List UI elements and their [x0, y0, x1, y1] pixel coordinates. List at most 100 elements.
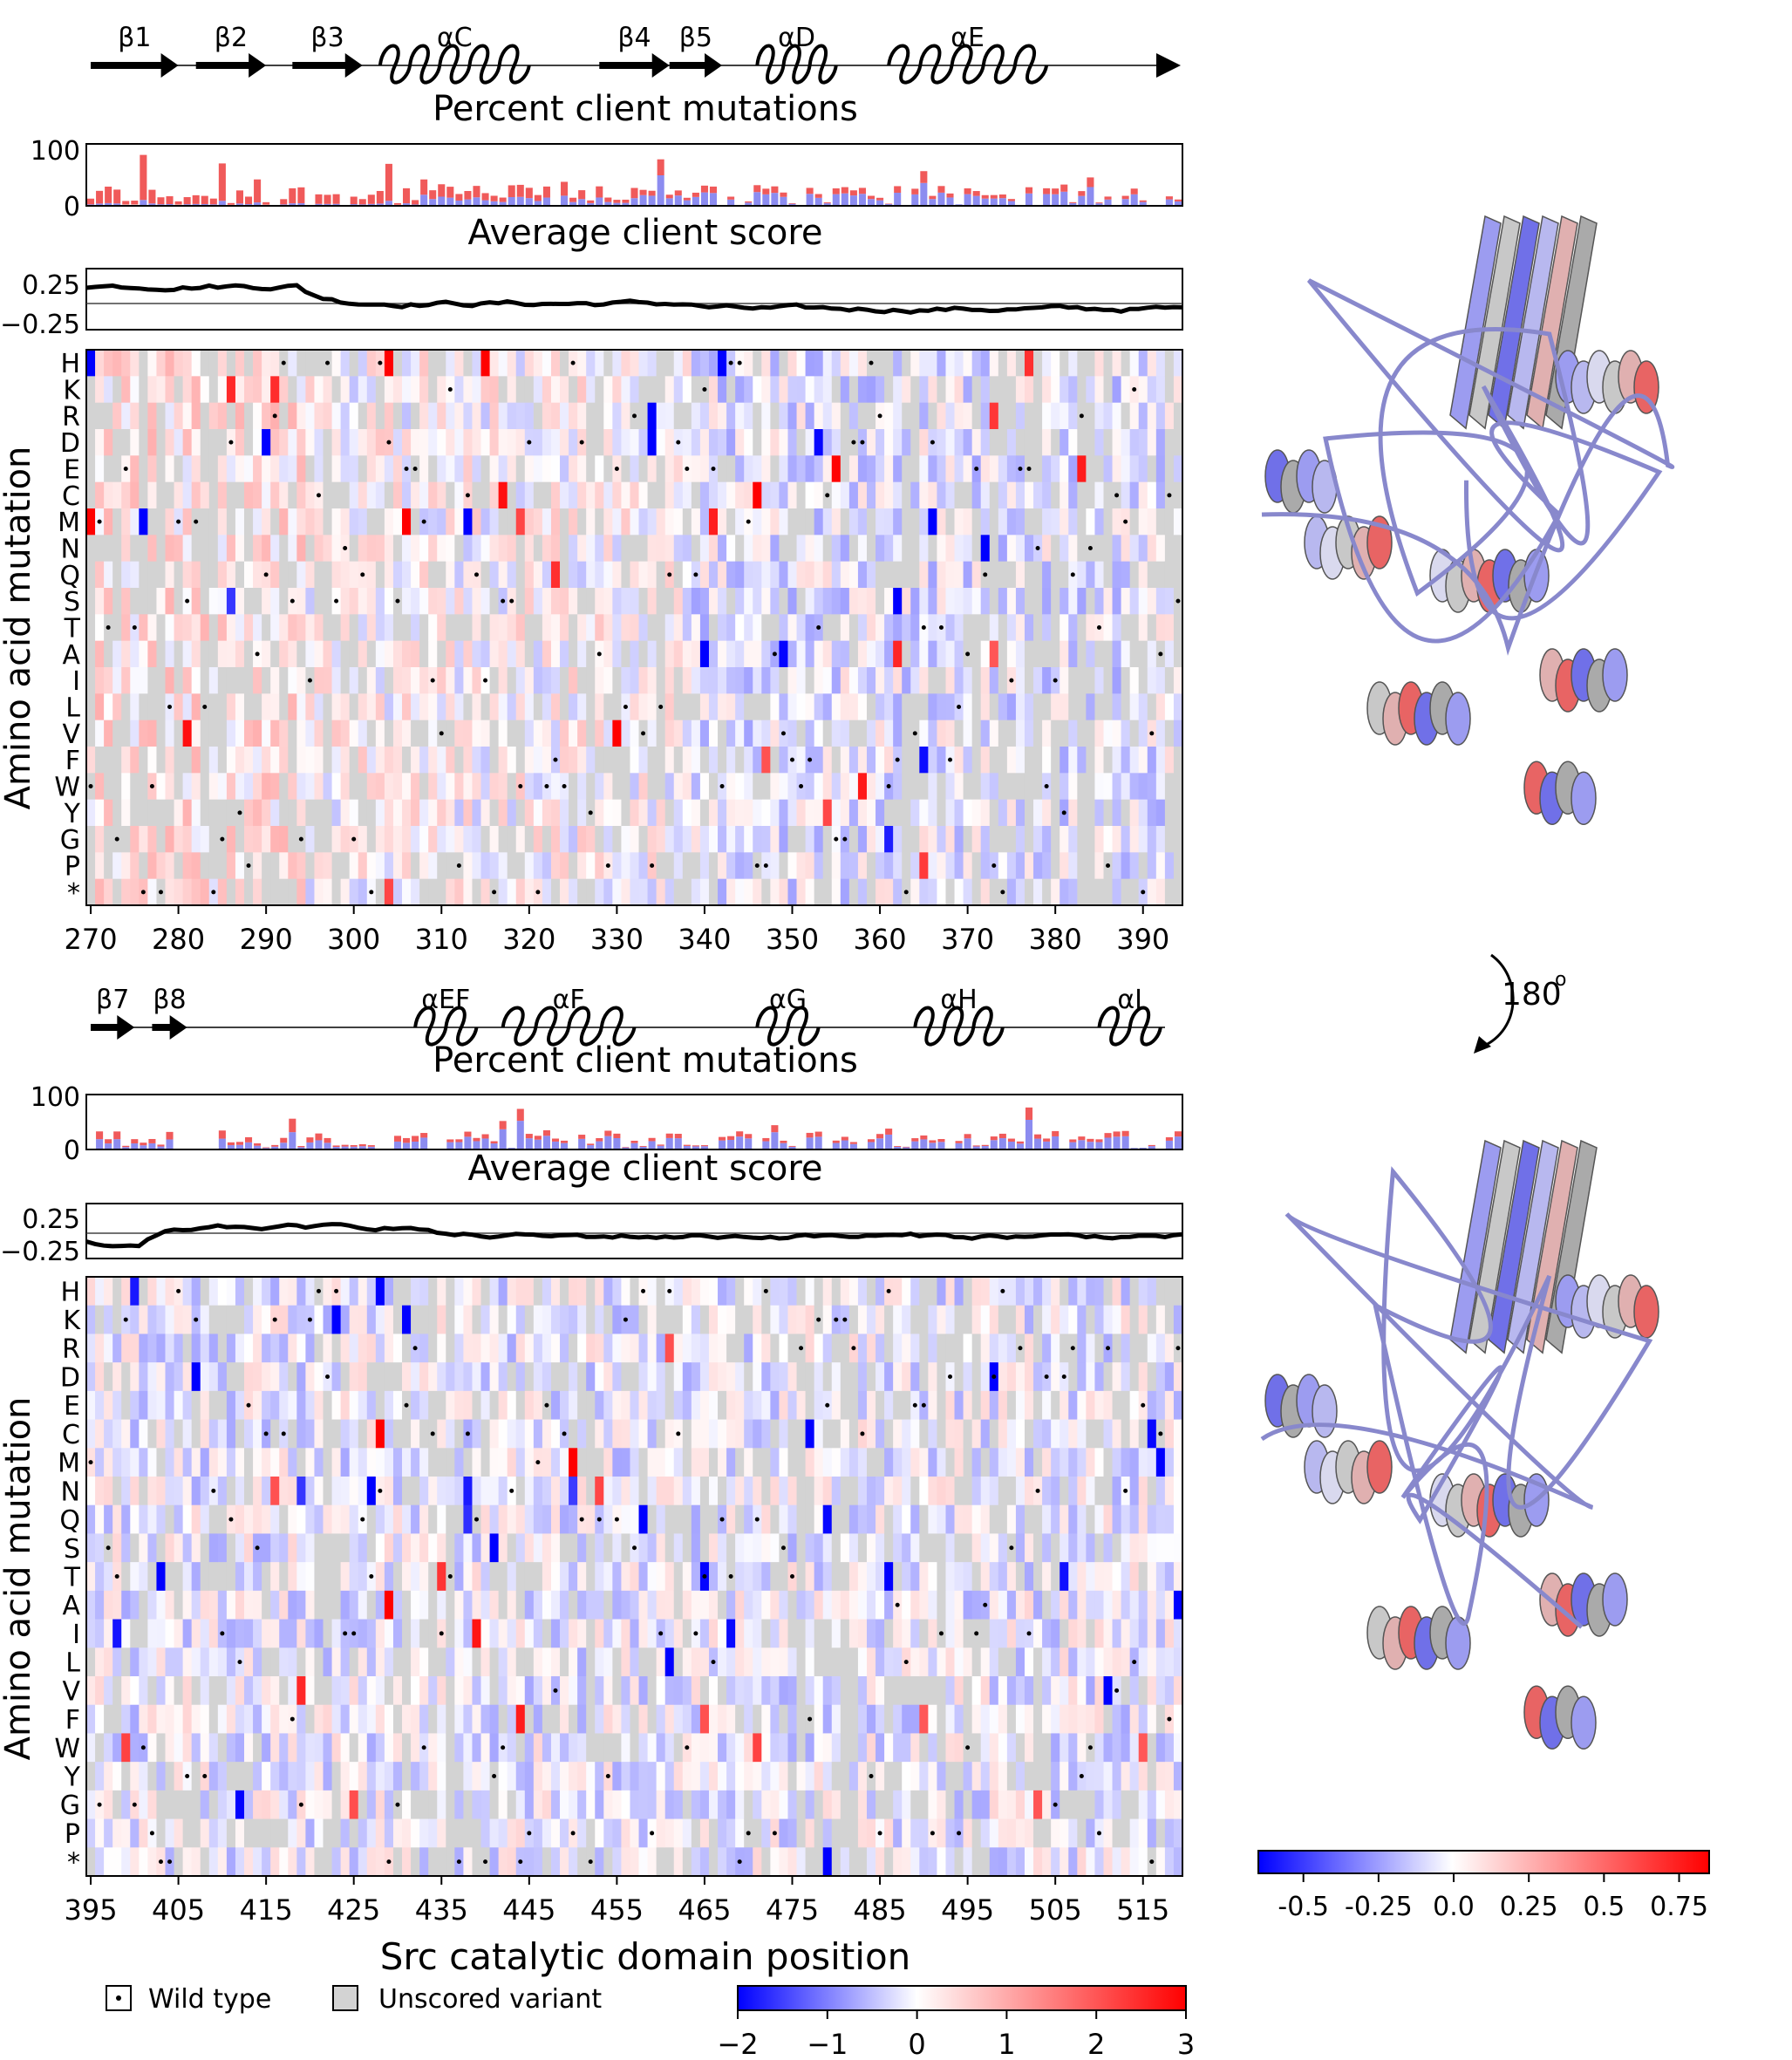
- heat-cell: [1129, 640, 1140, 668]
- heat-cell: [349, 508, 359, 535]
- heat-cell: [419, 1562, 429, 1592]
- heat-cell: [95, 376, 105, 404]
- heat-cell: [945, 402, 955, 430]
- wild-type-dot: [351, 836, 357, 842]
- bar-negative: [929, 1143, 937, 1149]
- heat-cell: [208, 535, 219, 563]
- heat-cell: [498, 773, 508, 801]
- heat-cell: [603, 1334, 613, 1363]
- heat-cell: [664, 773, 675, 801]
- heat-cell: [182, 376, 193, 404]
- wild-type-dot: [351, 1631, 357, 1636]
- heat-cell: [279, 1390, 289, 1420]
- heat-cell: [244, 1847, 254, 1877]
- heat-cell: [104, 1562, 113, 1592]
- heat-cell: [638, 1733, 648, 1763]
- heat-cell: [279, 799, 289, 827]
- heat-cell: [664, 588, 675, 615]
- heat-cell: [174, 640, 184, 668]
- heat-cell: [165, 1277, 174, 1306]
- heat-cell: [612, 481, 622, 509]
- heat-cell: [331, 720, 342, 747]
- bar-negative: [972, 195, 980, 205]
- heat-cell: [331, 1334, 342, 1363]
- heat-cell: [1173, 376, 1183, 404]
- bar-positive: [367, 1145, 375, 1147]
- heat-cell: [779, 852, 788, 880]
- heat-cell: [270, 1362, 280, 1392]
- heat-cell: [621, 350, 630, 377]
- heat-cell: [586, 693, 596, 721]
- heat-cell: [130, 799, 140, 827]
- heat-cell: [691, 588, 701, 615]
- heat-cell: [121, 1704, 131, 1734]
- heat-cell: [472, 640, 481, 668]
- heat-cell: [156, 455, 166, 483]
- heat-cell: [805, 826, 815, 853]
- heat-cell: [603, 1790, 613, 1819]
- heat-cell: [411, 799, 420, 827]
- heat-cell: [279, 376, 289, 404]
- heat-cell: [217, 1419, 228, 1449]
- heat-cell: [577, 376, 587, 404]
- heat-cell: [226, 747, 236, 774]
- heat-cell: [708, 878, 719, 906]
- heat-cell: [603, 1704, 613, 1734]
- heat-cell: [718, 1818, 727, 1848]
- heat-cell: [744, 720, 753, 747]
- heat-cell: [595, 1704, 604, 1734]
- heat-cell: [848, 640, 859, 668]
- heat-cell: [95, 1334, 105, 1363]
- bar-positive: [140, 1143, 147, 1146]
- wild-type-dot: [228, 1517, 234, 1522]
- heat-cell: [305, 1504, 315, 1534]
- wild-type-dot: [140, 1745, 146, 1750]
- heat-cell: [595, 1847, 604, 1877]
- heat-cell: [1015, 402, 1025, 430]
- heat-cell: [814, 799, 824, 827]
- heat-cell: [472, 1704, 481, 1734]
- bar-negative: [473, 1141, 480, 1149]
- heat-cell: [542, 1676, 552, 1706]
- heat-cell: [1112, 640, 1122, 668]
- heat-cell: [569, 1704, 578, 1734]
- heat-cell: [893, 878, 903, 906]
- heat-cell: [656, 1676, 666, 1706]
- heat-cell: [902, 614, 911, 642]
- heat-cell: [86, 561, 96, 589]
- strand-arrowhead-icon: [169, 1015, 187, 1040]
- heat-cell: [954, 455, 964, 483]
- heat-cell: [314, 799, 324, 827]
- heat-cell: [1155, 667, 1166, 694]
- heat-cell: [1164, 852, 1175, 880]
- bar-negative: [998, 198, 1006, 205]
- heat-cell: [498, 1676, 508, 1706]
- heat-cell: [200, 402, 210, 430]
- heat-cell: [656, 614, 666, 642]
- heat-cell: [262, 693, 271, 721]
- heat-cell: [980, 773, 991, 801]
- heat-cell: [1068, 376, 1078, 404]
- bar-negative: [727, 199, 735, 205]
- heat-cell: [366, 1647, 377, 1677]
- bar-positive: [849, 1142, 857, 1144]
- heat-cell: [621, 1590, 630, 1620]
- heat-cell: [200, 508, 210, 535]
- heat-cell: [121, 481, 131, 509]
- bar-positive: [122, 201, 130, 205]
- heat-cell: [919, 852, 929, 880]
- heat-cell: [560, 1448, 569, 1477]
- heat-cell: [866, 588, 876, 615]
- heat-cell: [472, 799, 481, 827]
- heat-cell: [288, 535, 297, 563]
- bar-negative: [131, 1143, 139, 1149]
- heat-cell: [279, 1790, 289, 1819]
- heat-cell: [998, 376, 1008, 404]
- bar-positive: [420, 1133, 428, 1138]
- heat-cell: [779, 508, 788, 535]
- bar-negative: [324, 1143, 331, 1149]
- heat-cell: [226, 878, 236, 906]
- heat-cell: [314, 561, 324, 589]
- heat-cell: [1033, 852, 1043, 880]
- heat-cell: [340, 1847, 351, 1877]
